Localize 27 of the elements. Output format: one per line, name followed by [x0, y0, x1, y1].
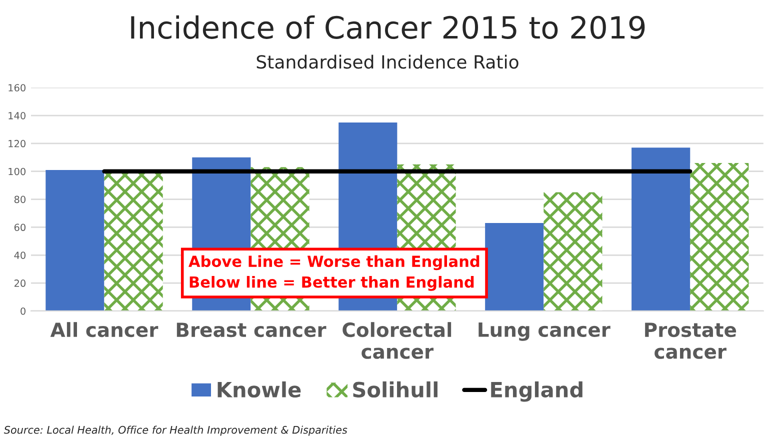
bar — [46, 170, 104, 311]
y-tick-label: 120 — [8, 140, 26, 148]
x-tick-label: All cancer — [50, 322, 158, 338]
legend-label: Knowle — [218, 381, 301, 398]
y-tick-label: 140 — [8, 112, 26, 120]
bar — [544, 192, 602, 311]
source-note: Source: Local Health, Office for Health Improvement & Disparities — [4, 426, 348, 436]
bar — [485, 223, 544, 311]
x-tick-label: Colorectal cancer — [342, 322, 452, 359]
x-tick-label: Breast cancer — [176, 322, 326, 338]
y-tick-label: 40 — [14, 252, 26, 259]
y-tick-label: 0 — [20, 307, 26, 315]
bar — [690, 162, 749, 311]
annotation: Above Line = Worse than England Below line = Better than England — [188, 255, 480, 291]
y-tick-label: 160 — [8, 84, 26, 92]
y-tick-label: 100 — [8, 168, 26, 176]
y-tick-label: 80 — [14, 196, 26, 204]
legend-label: England — [491, 381, 582, 402]
chart-title: Incidence of Cancer 2015 to 2019 — [131, 15, 645, 39]
chart-subtitle: Standardised Incidence Ratio — [256, 54, 518, 69]
legend-label: Solihull — [353, 381, 438, 398]
x-tick-label: Prostate cancer — [645, 322, 736, 359]
bar — [632, 148, 690, 311]
x-tick-label: Lung cancer — [478, 322, 610, 341]
y-tick-label: 60 — [14, 224, 26, 232]
bar — [104, 172, 163, 311]
y-tick-label: 20 — [14, 280, 26, 287]
